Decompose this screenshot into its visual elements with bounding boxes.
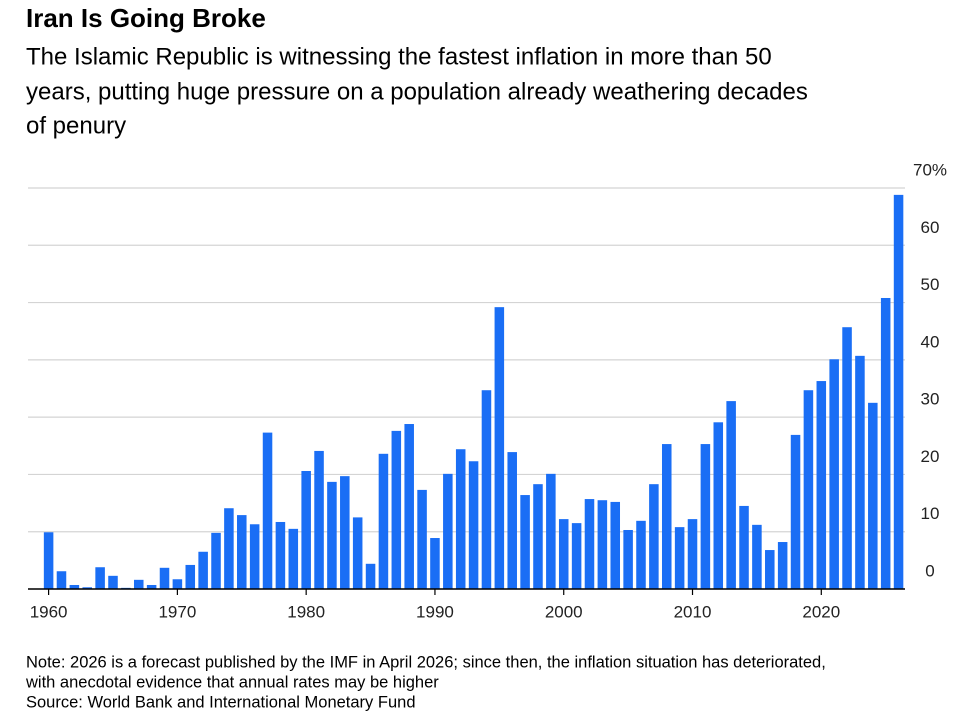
x-tick-label: 2010 <box>674 602 712 621</box>
bar <box>133 579 144 589</box>
bar <box>816 381 827 589</box>
x-tick-label: 1980 <box>287 602 325 621</box>
y-tick-label: 70% <box>913 160 947 179</box>
bar <box>185 564 196 589</box>
bar <box>533 484 543 589</box>
bar <box>739 505 749 589</box>
bar <box>56 571 67 589</box>
bar <box>623 529 633 589</box>
bar <box>494 307 505 589</box>
bar <box>237 515 247 589</box>
bar <box>597 500 608 589</box>
bar <box>546 473 556 589</box>
bar <box>636 520 646 589</box>
bar <box>752 524 762 589</box>
y-tick-label: 60 <box>921 218 940 237</box>
bar <box>765 550 775 589</box>
bar <box>674 527 685 589</box>
bar <box>777 542 788 589</box>
y-tick-label: 30 <box>921 390 940 409</box>
bar <box>430 538 440 589</box>
bar <box>584 499 595 589</box>
bar <box>417 489 427 589</box>
bar <box>803 390 814 589</box>
bar <box>443 473 453 589</box>
source: Source: World Bank and International Mon… <box>26 693 416 711</box>
bar <box>327 481 337 589</box>
bar <box>468 461 479 589</box>
bar <box>340 476 350 589</box>
bar <box>661 444 672 589</box>
y-tick-label: 40 <box>921 332 940 351</box>
bar <box>159 567 170 589</box>
bar <box>249 524 260 589</box>
bar <box>391 430 402 589</box>
bar <box>481 390 492 589</box>
subtitle: of penury <box>26 112 126 139</box>
bar <box>288 528 299 589</box>
bar <box>520 495 530 589</box>
x-tick-label: 1960 <box>30 602 68 621</box>
bar <box>455 449 466 589</box>
note: Note: 2026 is a forecast published by th… <box>26 653 826 671</box>
chart-title: Iran Is Going Broke <box>26 3 266 33</box>
bar <box>352 517 363 589</box>
bar <box>146 584 157 589</box>
bar <box>172 579 183 589</box>
x-tick-label: 1990 <box>416 602 454 621</box>
bar <box>571 523 582 589</box>
bar <box>198 551 208 589</box>
bar <box>868 402 878 589</box>
bar <box>224 508 234 589</box>
bar <box>558 519 569 589</box>
bar <box>275 521 286 589</box>
note: with anecdotal evidence that annual rate… <box>25 673 439 691</box>
bar <box>95 567 105 589</box>
y-tick-label: 10 <box>921 504 940 523</box>
bar <box>790 434 801 589</box>
y-tick-label: 0 <box>925 561 934 580</box>
bar <box>43 532 54 589</box>
x-tick-label: 2000 <box>545 602 583 621</box>
bar <box>507 452 517 589</box>
y-tick-label: 20 <box>921 447 940 466</box>
bar <box>108 575 118 589</box>
bar <box>893 194 904 590</box>
subtitle: The Islamic Republic is witnessing the f… <box>26 43 772 70</box>
bar <box>378 453 389 589</box>
bar <box>649 484 659 589</box>
bar <box>301 470 311 589</box>
bar <box>69 584 80 589</box>
bar <box>211 532 221 589</box>
bar <box>726 401 736 589</box>
bar <box>855 355 865 589</box>
y-tick-label: 50 <box>921 275 940 294</box>
bar <box>82 587 93 589</box>
bar <box>842 327 852 589</box>
bar <box>262 432 273 589</box>
bar <box>365 563 376 589</box>
bar <box>713 422 724 589</box>
x-tick-label: 1970 <box>158 602 196 621</box>
subtitle: years, putting huge pressure on a popula… <box>26 78 808 105</box>
bar <box>700 444 711 589</box>
bar <box>687 519 698 589</box>
bar <box>404 424 414 589</box>
x-tick-label: 2020 <box>802 602 840 621</box>
bar <box>880 297 891 589</box>
bar <box>314 450 324 589</box>
bar <box>610 501 621 589</box>
bar <box>829 359 839 589</box>
